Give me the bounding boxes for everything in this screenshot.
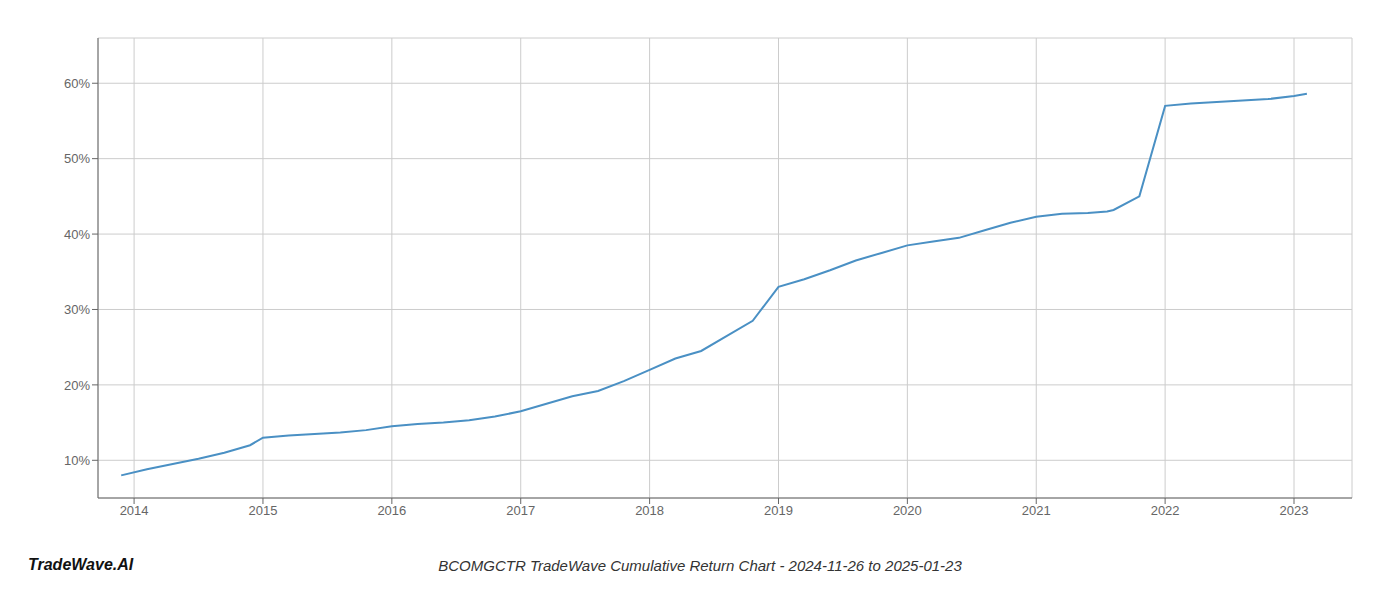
svg-text:2015: 2015 xyxy=(249,503,278,518)
svg-text:40%: 40% xyxy=(64,227,90,242)
svg-text:10%: 10% xyxy=(64,453,90,468)
svg-text:50%: 50% xyxy=(64,151,90,166)
svg-text:2023: 2023 xyxy=(1280,503,1309,518)
svg-text:20%: 20% xyxy=(64,378,90,393)
html-text:TradeWave.AI: TradeWave.AI xyxy=(28,556,134,573)
svg-text:2019: 2019 xyxy=(764,503,793,518)
svg-text:2014: 2014 xyxy=(120,503,149,518)
svg-text:2021: 2021 xyxy=(1022,503,1051,518)
svg-text:2017: 2017 xyxy=(506,503,535,518)
html-text:BCOMGCTR TradeWave Cumulative: BCOMGCTR TradeWave Cumulative Return Cha… xyxy=(438,557,962,574)
svg-text:2016: 2016 xyxy=(377,503,406,518)
svg-text:2018: 2018 xyxy=(635,503,664,518)
svg-text:2022: 2022 xyxy=(1151,503,1180,518)
svg-text:2020: 2020 xyxy=(893,503,922,518)
svg-text:30%: 30% xyxy=(64,302,90,317)
svg-text:60%: 60% xyxy=(64,76,90,91)
